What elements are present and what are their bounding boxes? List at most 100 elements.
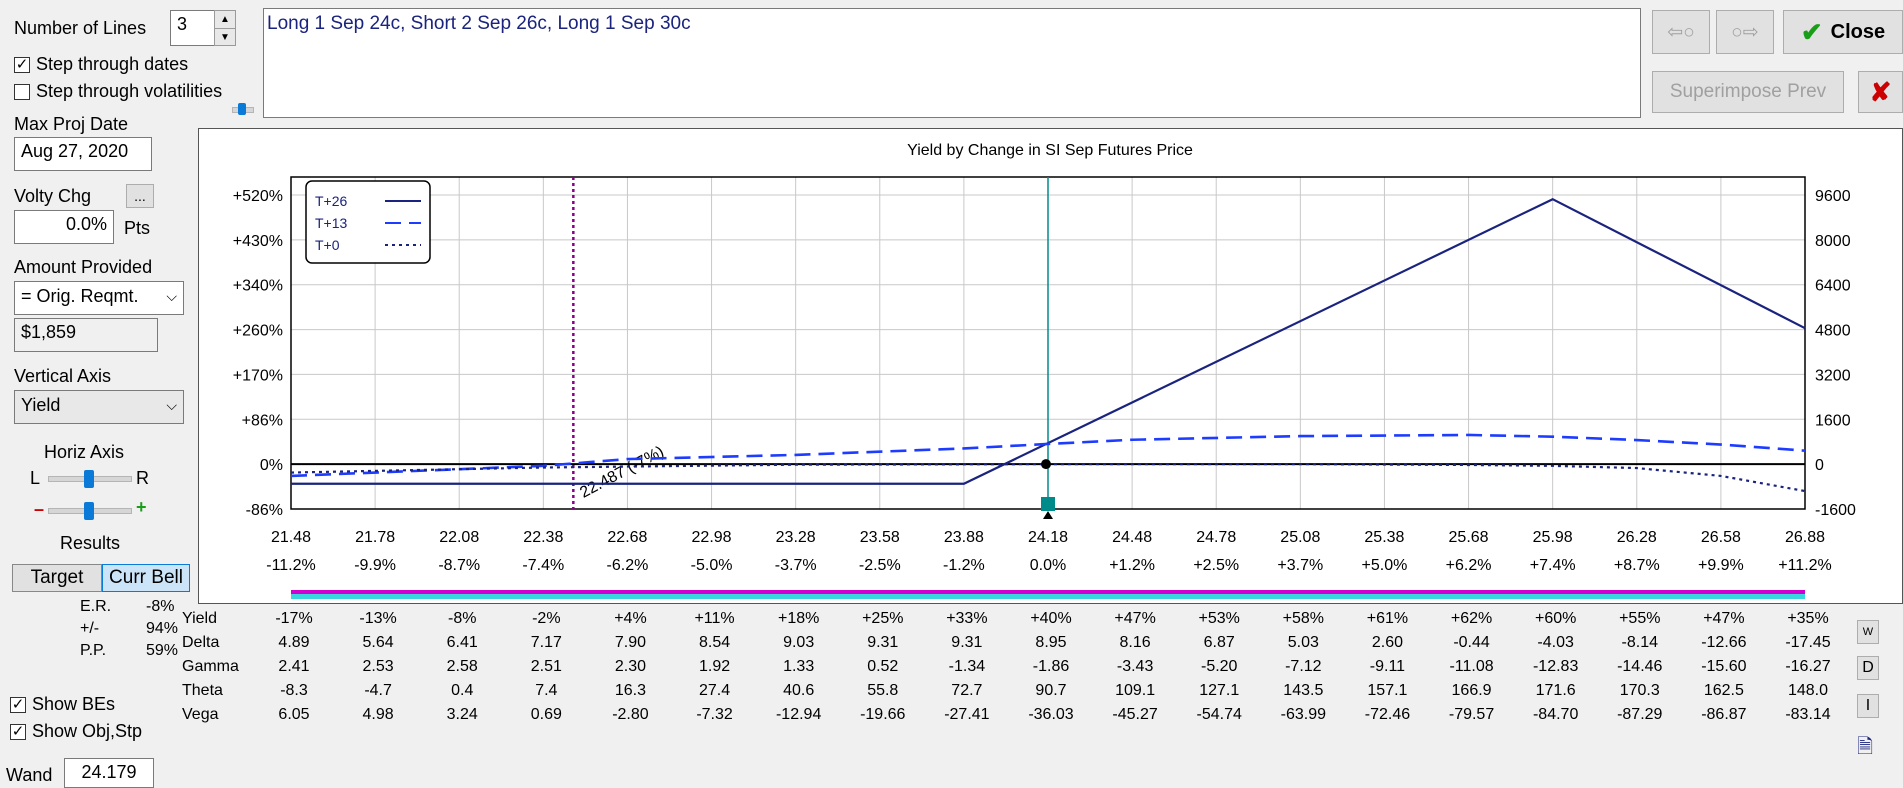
greek-cell: 143.5 [1283,682,1324,699]
pm-label: +/- [80,620,100,637]
x-tick-label: 25.98 [1533,529,1573,546]
horiz-axis-slider[interactable] [48,468,132,490]
greek-cell: -14.46 [1617,658,1663,675]
zoom-minus-icon[interactable]: – [34,499,45,519]
vertical-axis-select[interactable]: Yield ⌵ [14,390,184,424]
greek-cell: -1.86 [1032,658,1070,675]
greek-cell: -13% [359,610,397,627]
y-left-tick-label: +430% [233,233,283,250]
y-right-tick-label: 0 [1815,457,1824,474]
wand-input[interactable]: 24.179 [64,758,154,788]
d-button[interactable]: D [1857,656,1879,680]
step-through-volatilities-checkbox[interactable]: Step through volatilities [14,81,222,102]
greek-cell: -87.29 [1617,706,1663,723]
greek-cell: 55.8 [867,682,899,699]
amount-provided-select[interactable]: = Orig. Reqmt. ⌵ [14,281,184,315]
greek-cell: 157.1 [1367,682,1408,699]
x-tick-label: 26.88 [1785,529,1825,546]
x-tick-label: 23.88 [944,529,984,546]
superimpose-prev-button[interactable]: Superimpose Prev [1652,71,1844,113]
greek-cell: -12.66 [1701,634,1747,651]
greek-cell: 2.58 [446,658,478,675]
volty-chg-input[interactable]: 0.0% [14,210,114,244]
greek-cell: 9.31 [951,634,983,651]
export-icon[interactable]: 🗎 [1857,736,1874,758]
step-through-dates-check[interactable]: ✓ [14,55,30,73]
greek-cell: -8% [447,610,477,627]
x-pct-label: +5.0% [1362,557,1408,574]
greek-cell: 148.0 [1787,682,1829,699]
next-button[interactable]: ○⇨ [1716,10,1774,54]
chart-title: Yield by Change in SI Sep Futures Price [907,142,1193,159]
tab-target[interactable]: Target [12,564,102,592]
volatility-slider-thumb[interactable] [238,103,246,115]
greek-cell: -19.66 [860,706,906,723]
i-button[interactable]: I [1857,694,1879,718]
greek-row-label: Delta [182,634,220,651]
show-bes-checkbox[interactable]: ✓ Show BEs [10,694,115,715]
greek-cell: 8.95 [1035,634,1067,651]
greek-cell: 0.52 [867,658,899,675]
wand-label: Wand [6,765,53,785]
strategy-text-area[interactable]: Long 1 Sep 24c, Short 2 Sep 26c, Long 1 … [263,8,1641,118]
x-pct-label: -2.5% [859,557,901,574]
greek-cell: -83.14 [1785,706,1831,723]
greek-cell: -11.08 [1449,658,1494,675]
legend-label: T+26 [315,193,348,209]
zoom-slider[interactable] [48,500,132,522]
show-obj-stp-checkbox[interactable]: ✓ Show Obj,Stp [10,721,142,742]
x-pct-label: +8.7% [1614,557,1660,574]
pm-value: 94% [146,620,179,637]
cancel-x-icon[interactable]: ✘ [1858,71,1903,113]
volatility-slider[interactable] [232,103,254,115]
greek-cell: +18% [777,610,820,627]
strategy-text: Long 1 Sep 24c, Short 2 Sep 26c, Long 1 … [267,13,691,34]
tab-curr-bell[interactable]: Curr Bell [102,564,190,592]
greek-cell: +61% [1366,610,1409,627]
greek-cell: +35% [1787,610,1829,627]
width-button[interactable]: W [1857,620,1879,644]
x-tick-label: 22.38 [523,529,563,546]
greek-cell: +55% [1619,610,1661,627]
y-right-tick-label: 9600 [1815,188,1851,205]
legend-label: T+13 [315,215,348,231]
number-of-lines-input[interactable]: 3 [170,10,216,46]
zoom-plus-icon[interactable]: + [136,497,147,517]
y-right-tick-label: 4800 [1815,323,1851,340]
yield-chart[interactable]: Yield by Change in SI Sep Futures Price 2… [199,129,1902,603]
greek-cell: +11% [694,610,735,627]
greek-cell: -45.27 [1112,706,1158,723]
spin-up-icon[interactable]: ▲ [215,11,235,29]
er-label: E.R. [80,598,112,615]
greek-cell: +60% [1534,610,1577,627]
greek-cell: 9.03 [783,634,815,651]
x-tick-label: 22.08 [439,529,479,546]
greek-cell: 4.89 [278,634,310,651]
step-through-dates-checkbox[interactable]: ✓ Step through dates [14,54,188,75]
x-tick-label: 21.48 [271,529,311,546]
greek-cell: 109.1 [1115,682,1156,699]
greek-cell: +33% [946,610,988,627]
show-obj-stp-check[interactable]: ✓ [10,722,26,740]
number-of-lines-spinner[interactable]: ▲ ▼ [214,10,236,46]
zoom-slider-thumb[interactable] [84,502,94,520]
greek-cell: 40.6 [783,682,815,699]
max-proj-date-input[interactable]: Aug 27, 2020 [14,137,152,171]
x-tick-label: 23.58 [860,529,900,546]
greek-cell: 2.60 [1371,634,1403,651]
greek-cell: 127.1 [1199,682,1240,699]
horiz-axis-slider-thumb[interactable] [84,470,94,488]
greek-cell: 1.33 [783,658,815,675]
step-through-volatilities-check[interactable] [14,83,30,100]
spin-down-icon[interactable]: ▼ [220,32,230,43]
greeks-table: Yield -17% -13% -8% -2% +4% +11% +18% +25% +33% +4… [180,610,1831,730]
magenta-range-bar [291,590,1805,594]
show-bes-check[interactable]: ✓ [10,695,26,713]
x-tick-label: 24.18 [1028,529,1068,546]
previous-button[interactable]: ⇦○ [1652,10,1710,54]
greek-cell: 0.69 [530,706,562,723]
close-button[interactable]: ✔ Close [1783,10,1903,54]
volty-options-button[interactable]: ... [126,184,154,208]
legend-label: T+0 [315,237,340,253]
chart-panel: Yield by Change in SI Sep Futures Price 2… [198,128,1903,604]
